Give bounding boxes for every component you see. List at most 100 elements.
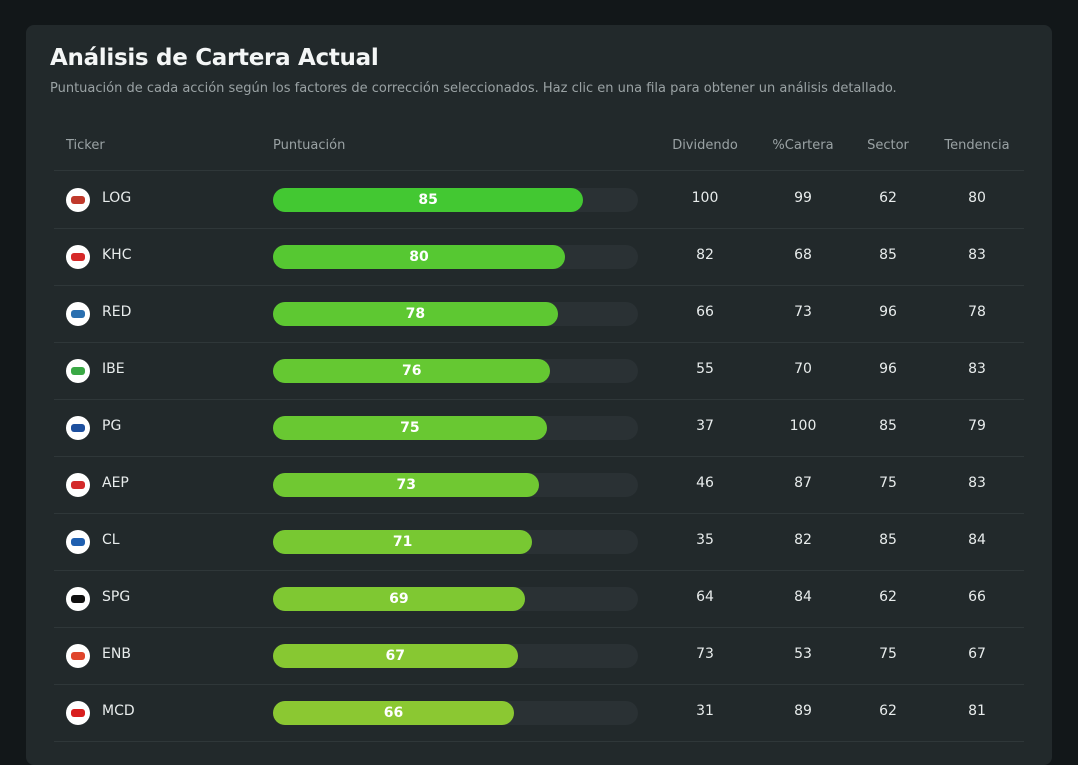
- ticker-logo: [66, 473, 90, 497]
- score-bar: 71: [273, 530, 533, 554]
- ticker: RED: [102, 304, 132, 320]
- row-divider: [54, 456, 1024, 457]
- score-bar: 85: [273, 188, 584, 212]
- column-header: Dividendo: [672, 138, 738, 153]
- score-track: 66: [273, 701, 638, 725]
- score-label: 76: [401, 363, 422, 379]
- cell-value: 81: [968, 703, 986, 719]
- cell-value: 85: [879, 418, 897, 434]
- cell-value: 87: [794, 475, 812, 491]
- logo-mark: [71, 652, 85, 660]
- cell-value: 99: [794, 190, 812, 206]
- cell-value: 62: [879, 190, 897, 206]
- score-track: 73: [273, 473, 638, 497]
- cell-value: 82: [794, 532, 812, 548]
- score-track: 71: [273, 530, 638, 554]
- table-row[interactable]: PG 75 37 100 85 79: [26, 399, 1052, 456]
- cell-value: 70: [794, 361, 812, 377]
- table-row[interactable]: CL 71 35 82 85 84: [26, 513, 1052, 570]
- logo-mark: [71, 367, 85, 375]
- cell-value: 83: [968, 247, 986, 263]
- cell-value: 83: [968, 361, 986, 377]
- score-bar: 75: [273, 416, 547, 440]
- score-track: 67: [273, 644, 638, 668]
- logo-mark: [71, 709, 85, 717]
- table-row[interactable]: ENB 67 73 53 75 67: [26, 627, 1052, 684]
- score-label: 69: [389, 591, 409, 607]
- cell-value: 35: [696, 532, 714, 548]
- logo-mark: [71, 310, 85, 318]
- logo-mark: [71, 196, 85, 204]
- cell-value: 80: [968, 190, 986, 206]
- cell-value: 89: [794, 703, 812, 719]
- cell-value: 37: [696, 418, 714, 434]
- table-row[interactable]: SPG 69 64 84 62 66: [26, 570, 1052, 627]
- score-label: 85: [418, 192, 438, 208]
- cell-value: 85: [879, 532, 897, 548]
- title: Análisis de Cartera Actual: [50, 45, 379, 71]
- column-header: Puntuación: [273, 138, 346, 153]
- cell-value: 64: [696, 589, 714, 605]
- logo-mark: [71, 424, 85, 432]
- cell-value: 84: [968, 532, 986, 548]
- subtitle: Puntuación de cada acción según los fact…: [50, 81, 897, 96]
- column-header: Sector: [867, 138, 909, 153]
- logo-mark: [71, 253, 85, 261]
- score-track: 85: [273, 188, 638, 212]
- score-label: 78: [405, 306, 426, 322]
- logo-mark: [71, 481, 85, 489]
- cell-value: 84: [794, 589, 812, 605]
- cell-value: 31: [696, 703, 714, 719]
- ticker-logo: [66, 530, 90, 554]
- column-header: %Cartera: [772, 138, 834, 153]
- table-row[interactable]: MCD 66 31 89 62 81: [26, 684, 1052, 741]
- logo-mark: [71, 595, 85, 603]
- ticker: IBE: [102, 361, 125, 377]
- cell-value: 73: [696, 646, 714, 662]
- ticker: SPG: [102, 589, 131, 605]
- table-row[interactable]: IBE 76 55 70 96 83: [26, 342, 1052, 399]
- row-divider: [54, 513, 1024, 514]
- score-label: 67: [385, 648, 406, 664]
- ticker-logo: [66, 587, 90, 611]
- cell-value: 85: [879, 247, 897, 263]
- score-bar: 80: [273, 245, 565, 269]
- cell-value: 75: [879, 475, 897, 491]
- cell-value: 53: [794, 646, 812, 662]
- table-row[interactable]: LOG 85 100 99 62 80: [26, 171, 1052, 228]
- cell-value: 100: [691, 190, 719, 206]
- logo-mark: [71, 538, 85, 546]
- score-bar: 78: [273, 302, 558, 326]
- ticker: MCD: [102, 703, 135, 719]
- row-divider: [54, 399, 1024, 400]
- cell-value: 62: [879, 703, 897, 719]
- ticker-logo: [66, 644, 90, 668]
- row-divider: [54, 228, 1024, 229]
- ticker-logo: [66, 188, 90, 212]
- header-divider: [54, 170, 1024, 171]
- table-row[interactable]: RED 78 66 73 96 78: [26, 285, 1052, 342]
- ticker: KHC: [102, 247, 132, 263]
- portfolio-card: Análisis de Cartera Actual Puntuación de…: [26, 25, 1052, 765]
- table-row[interactable]: KHC 80 82 68 85 83: [26, 228, 1052, 285]
- table-row[interactable]: AEP 73 46 87 75 83: [26, 456, 1052, 513]
- row-divider: [54, 342, 1024, 343]
- ticker: PG: [102, 418, 122, 434]
- page: Análisis de Cartera Actual Puntuación de…: [26, 25, 1052, 765]
- ticker-logo: [66, 302, 90, 326]
- cell-value: 67: [968, 646, 986, 662]
- cell-value: 66: [968, 589, 986, 605]
- cell-value: 100: [789, 418, 817, 434]
- column-header: Tendencia: [944, 138, 1010, 153]
- ticker-logo: [66, 416, 90, 440]
- row-divider: [54, 684, 1024, 685]
- cell-value: 96: [879, 361, 897, 377]
- ticker: ENB: [102, 646, 131, 662]
- ticker-logo: [66, 359, 90, 383]
- score-bar: 66: [273, 701, 514, 725]
- cell-value: 78: [968, 304, 986, 320]
- score-track: 78: [273, 302, 638, 326]
- cell-value: 66: [696, 304, 714, 320]
- score-track: 69: [273, 587, 638, 611]
- row-divider: [54, 570, 1024, 571]
